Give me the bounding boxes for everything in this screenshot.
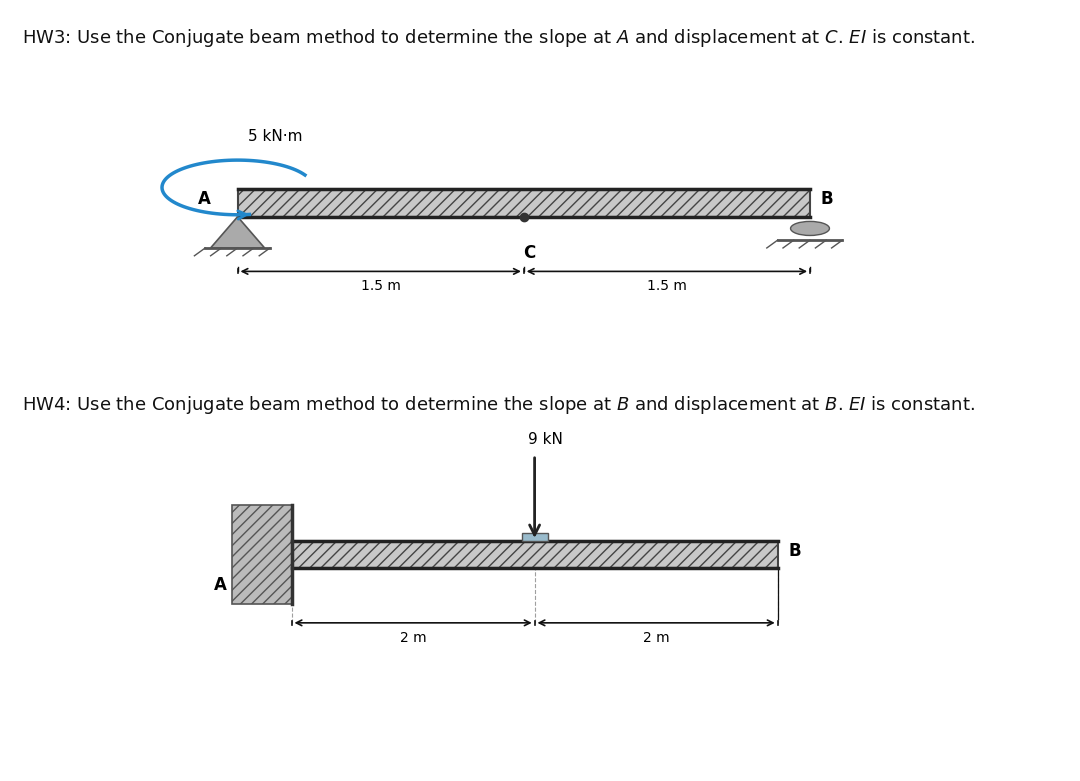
Text: HW3: Use the Conjugate beam method to determine the slope at $A$ and displacemen: HW3: Use the Conjugate beam method to de…	[22, 27, 975, 49]
Polygon shape	[522, 533, 548, 540]
Text: C: C	[523, 244, 536, 262]
Text: B: B	[821, 190, 834, 209]
Text: 9 kN: 9 kN	[528, 432, 563, 447]
Text: 1.5 m: 1.5 m	[647, 280, 687, 293]
Text: HW4: Use the Conjugate beam method to determine the slope at $B$ and displacemen: HW4: Use the Conjugate beam method to de…	[22, 394, 974, 416]
Circle shape	[791, 222, 829, 236]
Text: 5 kN·m: 5 kN·m	[248, 129, 302, 144]
Polygon shape	[232, 505, 292, 604]
Text: A: A	[198, 190, 211, 209]
Text: 1.5 m: 1.5 m	[361, 280, 401, 293]
Text: B: B	[788, 541, 801, 560]
Text: A: A	[214, 576, 227, 594]
Polygon shape	[292, 540, 778, 569]
Text: 2 m: 2 m	[400, 631, 427, 644]
Text: 2 m: 2 m	[643, 631, 670, 644]
Polygon shape	[238, 189, 810, 216]
Polygon shape	[211, 216, 265, 248]
